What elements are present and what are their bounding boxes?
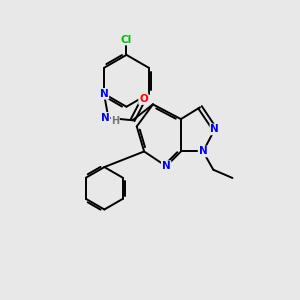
Text: N: N xyxy=(199,146,207,157)
Text: N: N xyxy=(210,124,219,134)
Text: H: H xyxy=(111,116,119,126)
Text: N: N xyxy=(100,113,109,123)
Text: N: N xyxy=(100,89,108,99)
Text: N: N xyxy=(162,161,171,171)
Text: Cl: Cl xyxy=(121,34,132,45)
Text: O: O xyxy=(139,94,148,104)
